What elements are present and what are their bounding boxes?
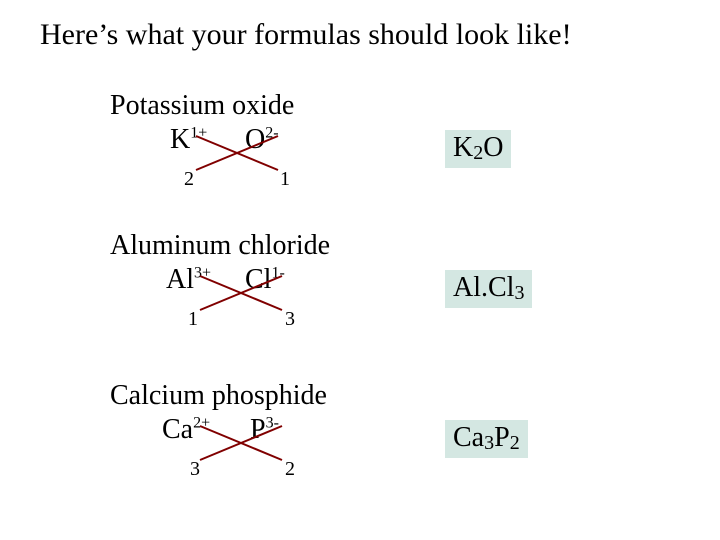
result-part2: O [483, 132, 503, 163]
cross-left-subscript: 2 [184, 168, 194, 191]
anion: Cl1- [245, 264, 285, 296]
ions-row: Ca2+ P3- 3 2 [110, 414, 327, 474]
result-formula: K2O [445, 130, 511, 168]
page: Here’s what your formulas should look li… [0, 0, 720, 540]
result-part2: P [494, 422, 510, 453]
result-sub1: 2 [473, 142, 483, 164]
cation: K1+ [170, 124, 207, 156]
cross-left-subscript: 3 [190, 458, 200, 481]
result-part1: Al.Cl [453, 272, 514, 303]
anion-charge: 2- [265, 125, 278, 142]
anion-symbol: Cl [245, 264, 271, 295]
cation-charge: 2+ [193, 415, 210, 432]
compound-name: Calcium phosphide [110, 380, 327, 412]
compound-block: Potassium oxide K1+ O2- 2 1 [110, 90, 294, 184]
result-sub1: 3 [514, 282, 524, 304]
anion: P3- [250, 414, 279, 446]
result-formula: Ca3P2 [445, 420, 528, 458]
anion: O2- [245, 124, 279, 156]
result-part1: Ca [453, 422, 484, 453]
anion-symbol: P [250, 414, 266, 445]
ions-row: Al3+ Cl1- 1 3 [110, 264, 330, 324]
cross-right-subscript: 2 [285, 458, 295, 481]
page-title: Here’s what your formulas should look li… [40, 18, 572, 52]
cation-charge: 3+ [194, 265, 211, 282]
cation-symbol: K [170, 124, 190, 155]
result-part1: K [453, 132, 473, 163]
cross-right-subscript: 1 [280, 168, 290, 191]
cation-symbol: Ca [162, 414, 193, 445]
cross-left-subscript: 1 [188, 308, 198, 331]
anion-symbol: O [245, 124, 265, 155]
result-sub2: 2 [510, 432, 520, 454]
result-sub1: 3 [484, 432, 494, 454]
cation: Ca2+ [162, 414, 210, 446]
compound-name: Aluminum chloride [110, 230, 330, 262]
cation: Al3+ [166, 264, 211, 296]
compound-block: Calcium phosphide Ca2+ P3- 3 2 [110, 380, 327, 474]
anion-charge: 1- [271, 265, 284, 282]
cross-right-subscript: 3 [285, 308, 295, 331]
ions-row: K1+ O2- 2 1 [110, 124, 294, 184]
cation-symbol: Al [166, 264, 194, 295]
cation-charge: 1+ [190, 125, 207, 142]
compound-name: Potassium oxide [110, 90, 294, 122]
result-formula: Al.Cl3 [445, 270, 532, 308]
compound-block: Aluminum chloride Al3+ Cl1- 1 3 [110, 230, 330, 324]
anion-charge: 3- [266, 415, 279, 432]
